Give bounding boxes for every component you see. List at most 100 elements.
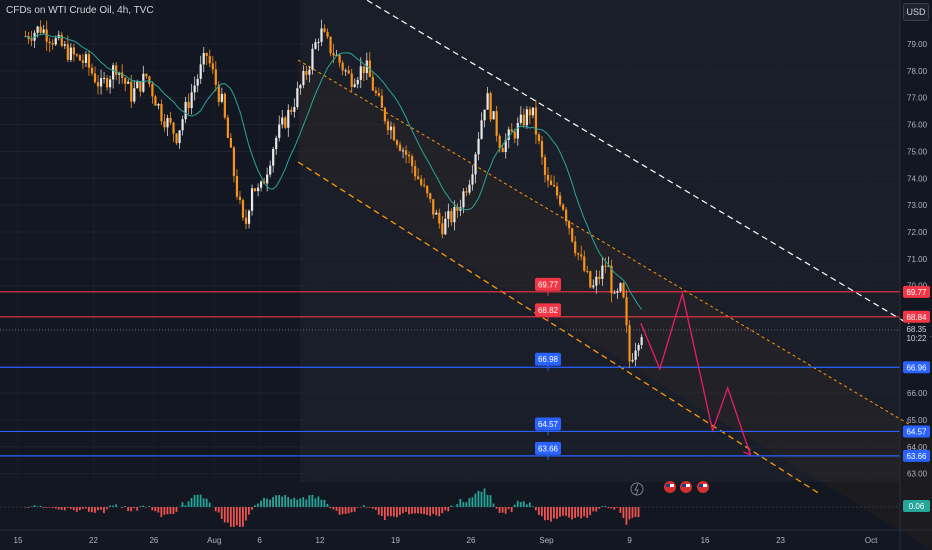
candle-body [133, 88, 136, 102]
candle-body [290, 109, 293, 112]
candle-body [631, 359, 634, 362]
candle-body [93, 73, 97, 83]
oscillator-bar [619, 507, 622, 513]
candle-body [326, 31, 329, 37]
candle-body [121, 72, 124, 79]
oscillator-bar [151, 507, 154, 511]
price-axis[interactable]: 63.0064.0065.0066.0070.0071.0072.0073.00… [899, 0, 930, 550]
oscillator-bar [347, 507, 350, 514]
projection-path [640, 291, 752, 456]
candle-body [69, 47, 72, 60]
oscillator-bar [365, 507, 368, 508]
candle-body [537, 134, 541, 142]
oscillator-bar [622, 507, 625, 518]
oscillator-bar [414, 507, 416, 514]
candle-body [278, 124, 281, 138]
axis-level-badge [903, 361, 930, 374]
candle-body [552, 184, 556, 187]
oscillator-bar [136, 507, 139, 511]
oscillator-bar [543, 507, 546, 521]
candle-body [45, 29, 48, 42]
candle-body [223, 93, 226, 118]
oscillator-bar [486, 494, 489, 507]
oscillator-bar [574, 507, 576, 519]
oscillator-bar [229, 507, 232, 527]
candle-body [414, 166, 417, 177]
lightning-event-icon[interactable] [630, 482, 644, 496]
candle-body [127, 81, 130, 84]
oscillator-bar [160, 507, 163, 517]
candle-body [247, 210, 251, 224]
oscillator-bar [389, 507, 392, 517]
oscillator-bar [169, 507, 172, 514]
candle-body [181, 119, 184, 131]
oscillator-bar [323, 499, 326, 507]
candle-body [456, 206, 459, 211]
candle-body [429, 193, 432, 200]
candle-body [558, 195, 562, 205]
candle-body [299, 85, 302, 89]
oscillator-bar [241, 507, 244, 527]
level-tags: 69.77 68.82 66.98 64.57 63.66 [535, 277, 561, 460]
oscillator-bar [175, 507, 178, 512]
axis-level-label: 69.77 [906, 288, 927, 297]
grid [0, 43, 900, 475]
candle-body [528, 109, 531, 116]
oscillator-bar [284, 494, 287, 507]
level-tag-badge [535, 417, 561, 431]
oscillator-bar [223, 507, 226, 523]
time-tick-label: 22 [89, 536, 98, 545]
level-tag-badge [535, 303, 561, 317]
candle-body [555, 186, 559, 196]
oscillator-bar [595, 507, 598, 512]
oscillator-bar [287, 496, 290, 507]
candle-body [489, 93, 492, 120]
candle-body [565, 209, 568, 222]
channel-lower-line [297, 161, 821, 495]
candle-body [208, 55, 211, 64]
candle-body [486, 93, 489, 110]
time-tick-label: 19 [391, 536, 400, 545]
level-tag-label: 66.98 [538, 355, 559, 364]
candle-body [426, 185, 429, 194]
candle-body [420, 178, 423, 185]
candle-body [178, 130, 181, 144]
time-tick-label: 26 [467, 536, 476, 545]
oscillator-bar [45, 507, 48, 508]
event-markers[interactable] [630, 481, 709, 496]
oscillator-bar [238, 507, 241, 527]
oscillator-bar [616, 507, 619, 508]
oscillator-bar [498, 507, 501, 513]
candle-body [471, 174, 474, 185]
time-axis[interactable]: 15 22 26 Aug 6 12 19 26 Sep 9 16 23 Oct [0, 529, 932, 545]
candle-body [432, 199, 435, 215]
candle-body [284, 117, 287, 128]
oscillator-bar [311, 494, 314, 507]
candle-body [383, 107, 387, 122]
price-tick-label: 64.00 [907, 443, 928, 452]
candle-body [522, 114, 525, 126]
price-tick-label: 65.00 [907, 416, 928, 425]
time-tick-label: 15 [14, 536, 23, 545]
oscillator-bar [51, 507, 54, 508]
candle-body [562, 204, 565, 210]
oscillator-bar [522, 501, 525, 507]
level-tag-label: 63.66 [538, 444, 559, 453]
oscillator-bar [154, 507, 157, 512]
oscillator-bar [299, 498, 302, 507]
candle-body [510, 129, 513, 132]
oscillator-bar [534, 507, 537, 511]
candle-body [229, 137, 233, 148]
candle-body [601, 265, 604, 279]
level-tag-badge [535, 352, 561, 366]
oscillator-bar [426, 507, 429, 516]
oscillator-bar [531, 506, 534, 507]
currency-button[interactable]: USD [903, 3, 929, 21]
oscillator-bar [199, 494, 202, 507]
oscillator-bar [556, 507, 558, 519]
candle-body [610, 265, 613, 294]
time-tick-label: 26 [149, 536, 158, 545]
oscillator-value-badge [903, 500, 930, 512]
candle-body [320, 28, 323, 42]
